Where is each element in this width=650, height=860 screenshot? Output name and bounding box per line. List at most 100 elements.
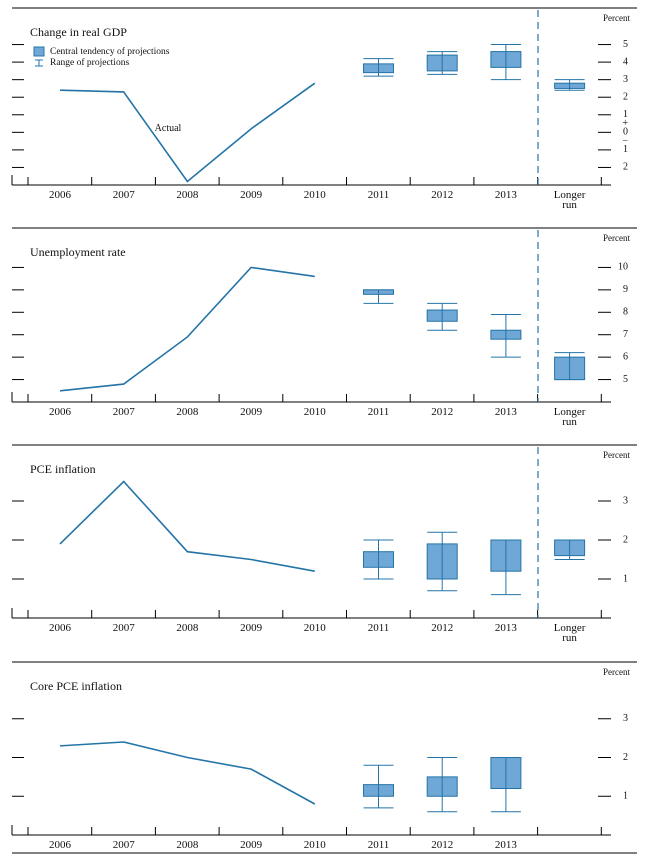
y-unit-label: Percent [603,233,630,243]
y-tick-label: 10 [618,262,628,273]
x-tick-label: 2012 [431,622,454,634]
y-tick-label: 1 [623,791,628,802]
x-tick-label: Longer run [553,622,586,644]
x-label-box: Longer run [553,406,586,428]
x-tick-label: 2008 [176,189,199,201]
x-label-box: 2009 [240,839,263,851]
actual-label: Actual [155,123,182,134]
panel-title: Core PCE inflation [30,679,122,693]
y-tick-label: 2 [623,752,628,763]
x-label-box: 2010 [303,839,326,851]
x-tick-label: 2006 [49,189,71,201]
y-tick-label: 9 [623,284,628,295]
x-label-box: 2007 [112,622,135,634]
x-label-box: 2007 [112,406,135,418]
x-label-box: 2006 [49,622,71,634]
x-tick-label: 2009 [240,189,263,201]
x-tick-label: 2007 [112,189,135,201]
x-tick-label: 2011 [367,406,390,418]
x-label-box: 2008 [176,839,199,851]
y-tick-label: 7 [623,329,628,340]
x-tick-label: 2013 [494,189,517,201]
x-label-box: 2013 [495,623,517,634]
x-tick-label: 2009 [240,406,263,418]
x-tick-label: 2007 [112,622,135,634]
x-label-box: 2008 [176,189,199,201]
x-tick-label: 2012 [431,406,454,418]
x-tick-label: Longer run [553,189,586,211]
x-label-box: 2011 [367,406,390,418]
x-tick-label: 2007 [112,839,135,851]
x-tick-label: 2010 [303,189,326,201]
x-label-box: 2010 [303,622,326,634]
panel-title: Change in real GDP [30,25,127,39]
y-tick-label: 4 [623,56,628,67]
legend-label: Range of projections [50,57,129,68]
x-label-box: 2010 [303,406,326,418]
y-unit-label: Percent [603,13,630,23]
y-tick-label: 0 [623,127,628,138]
x-label-box: 2010 [303,189,326,201]
x-label-box: 2009 [240,189,263,201]
legend-label: Central tendency of projections [50,46,170,57]
x-tick-label: 2010 [303,839,326,851]
x-label-box: 2011 [367,622,390,634]
x-tick-label: 2006 [49,839,71,851]
x-tick-label: 2010 [303,406,326,418]
x-tick-label: 2009 [240,622,263,634]
y-tick-label: 3 [623,74,628,85]
y-tick-label: 5 [623,374,628,385]
y-tick-label: 1 [623,573,628,584]
x-tick-label: 2006 [49,622,71,634]
y-tick-label: 2 [623,162,628,173]
y-tick-label: 6 [623,351,628,362]
y-tick-label: 3 [623,495,628,506]
x-tick-label: 2010 [303,622,326,634]
x-tick-label: 2012 [431,189,454,201]
x-label-box: 2008 [176,623,198,634]
x-label-box: 2006 [49,189,71,201]
y-tick-label: 8 [623,307,628,318]
actual-line [59,741,316,805]
x-tick-label: 2006 [49,406,71,418]
x-label-box: 2006 [49,839,71,851]
x-tick-label: 2011 [367,839,390,851]
x-label-box: 2013 [494,189,517,201]
x-label-box: 2012 [431,406,454,418]
x-label-box: 2013 [494,839,517,851]
y-tick-label: 5 [623,39,628,50]
x-tick-label: 2013 [494,406,517,418]
y-tick-label: 2 [623,92,628,103]
x-label-box: 2012 [431,622,454,634]
x-label-box: 2012 [431,189,454,201]
panel-title: PCE inflation [30,462,96,476]
x-label-box: 2007 [112,189,135,201]
actual-line [59,82,316,183]
y-tick-label: 3 [623,713,628,724]
legend-box-swatch [33,46,45,57]
x-label-box: 2009 [240,406,263,418]
x-label-box: 2006 [49,406,71,418]
y-unit-label: Percent [603,450,630,460]
x-tick-label: 2013 [494,839,517,851]
x-label-box: 2008 [176,407,198,418]
x-tick-label: 2011 [367,622,390,634]
x-label-box: Longer run [553,622,586,644]
x-tick-label: Longer run [553,406,586,428]
x-tick-label: 2012 [431,839,454,851]
y-tick-label: 1 [623,144,628,155]
x-label-box: 2011 [367,839,390,851]
x-tick-label: 2008 [176,839,199,851]
y-tick-label: 2 [623,534,628,545]
actual-line [59,480,315,572]
x-label-box: Longer run [553,189,586,211]
x-tick-label: 2007 [112,406,135,418]
sign-label: − [622,135,628,146]
x-label-box: 2012 [431,839,454,851]
x-tick-label: 2011 [367,189,390,201]
y-tick-label: 1 [623,109,628,120]
x-label-box: 2007 [112,839,135,851]
x-tick-label: 2009 [240,839,263,851]
